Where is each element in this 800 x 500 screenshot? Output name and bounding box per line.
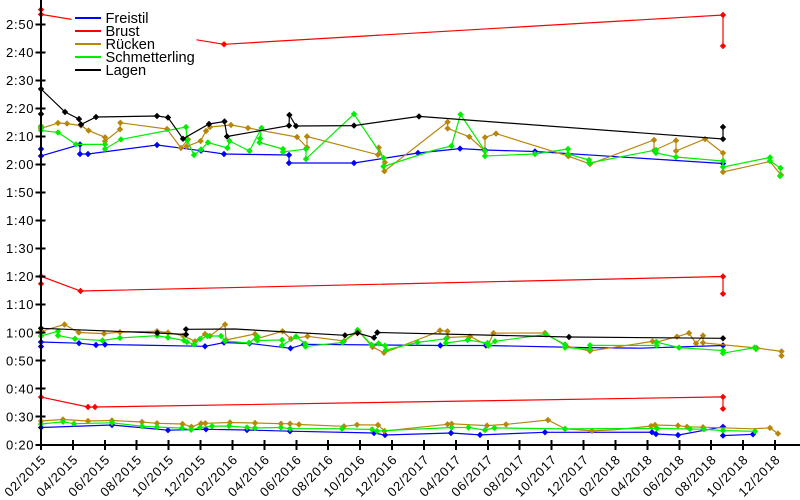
svg-text:0:30: 0:30 [6, 409, 34, 424]
svg-text:0:40: 0:40 [6, 381, 34, 396]
svg-text:Schmetterling: Schmetterling [106, 50, 195, 66]
svg-text:0:50: 0:50 [6, 353, 34, 368]
svg-text:2:40: 2:40 [6, 45, 34, 60]
svg-text:2:30: 2:30 [6, 73, 34, 88]
svg-text:2:10: 2:10 [6, 129, 34, 144]
svg-text:1:40: 1:40 [6, 213, 34, 228]
svg-text:1:00: 1:00 [6, 325, 34, 340]
svg-text:0:20: 0:20 [6, 437, 34, 452]
svg-text:1:30: 1:30 [6, 241, 34, 256]
svg-text:Freistil: Freistil [106, 11, 149, 27]
svg-text:2:20: 2:20 [6, 101, 34, 116]
svg-text:2:50: 2:50 [6, 17, 34, 32]
svg-text:1:20: 1:20 [6, 269, 34, 284]
svg-text:1:10: 1:10 [6, 297, 34, 312]
svg-text:2:00: 2:00 [6, 157, 34, 172]
svg-text:1:50: 1:50 [6, 185, 34, 200]
svg-text:Rücken: Rücken [106, 37, 155, 53]
svg-text:Lagen: Lagen [106, 63, 147, 79]
svg-text:Brust: Brust [106, 24, 140, 40]
